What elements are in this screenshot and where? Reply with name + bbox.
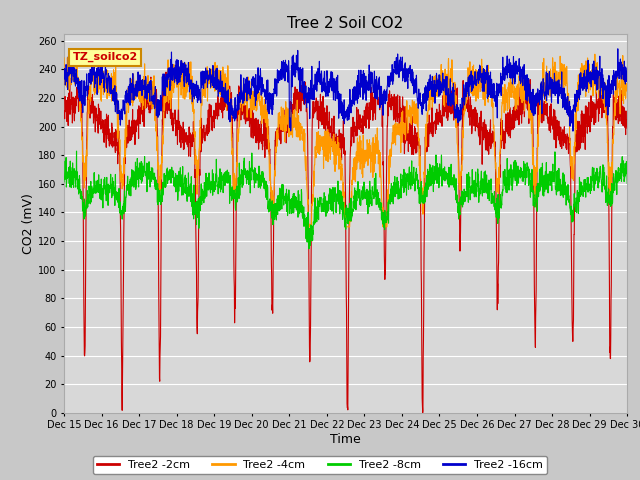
Tree2 -16cm <box>623 66 631 72</box>
Tree2 -16cm <box>217 86 225 92</box>
Text: TZ_soilco2: TZ_soilco2 <box>72 52 138 62</box>
Tree2 -16cm <box>614 46 621 52</box>
Y-axis label: CO2 (mV): CO2 (mV) <box>22 193 35 253</box>
Tree2 -2cm <box>374 97 382 103</box>
Tree2 -2cm <box>162 69 170 75</box>
Tree2 -8cm <box>73 148 81 154</box>
Tree2 -8cm <box>623 180 631 186</box>
Tree2 -8cm <box>589 172 597 178</box>
Tree2 -8cm <box>375 204 383 210</box>
Tree2 -4cm <box>218 88 225 94</box>
Legend: Tree2 -2cm, Tree2 -4cm, Tree2 -8cm, Tree2 -16cm: Tree2 -2cm, Tree2 -4cm, Tree2 -8cm, Tree… <box>93 456 547 474</box>
Tree2 -4cm <box>510 94 518 100</box>
Tree2 -2cm <box>419 410 426 416</box>
Tree2 -2cm <box>60 114 68 120</box>
Tree2 -16cm <box>589 75 597 81</box>
Tree2 -8cm <box>362 187 370 193</box>
Tree2 -2cm <box>574 119 582 124</box>
Tree2 -2cm <box>218 94 225 99</box>
Tree2 -2cm <box>510 115 518 121</box>
Line: Tree2 -4cm: Tree2 -4cm <box>64 49 627 227</box>
Tree2 -4cm <box>60 55 68 61</box>
X-axis label: Time: Time <box>330 433 361 446</box>
Tree2 -8cm <box>60 179 68 185</box>
Line: Tree2 -16cm: Tree2 -16cm <box>64 49 627 131</box>
Tree2 -4cm <box>305 224 313 229</box>
Tree2 -8cm <box>510 159 518 165</box>
Title: Tree 2 Soil CO2: Tree 2 Soil CO2 <box>287 16 404 31</box>
Tree2 -4cm <box>589 80 597 86</box>
Tree2 -8cm <box>305 246 313 252</box>
Tree2 -2cm <box>362 125 370 131</box>
Tree2 -16cm <box>509 73 517 79</box>
Tree2 -4cm <box>623 81 631 87</box>
Tree2 -16cm <box>374 80 382 86</box>
Tree2 -16cm <box>60 72 68 77</box>
Line: Tree2 -8cm: Tree2 -8cm <box>64 151 627 249</box>
Tree2 -2cm <box>623 126 631 132</box>
Line: Tree2 -2cm: Tree2 -2cm <box>64 72 627 413</box>
Tree2 -16cm <box>569 128 577 134</box>
Tree2 -8cm <box>574 192 582 197</box>
Tree2 -8cm <box>218 186 225 192</box>
Tree2 -4cm <box>362 149 370 155</box>
Tree2 -16cm <box>362 73 370 79</box>
Tree2 -4cm <box>574 80 582 85</box>
Tree2 -2cm <box>589 113 597 119</box>
Tree2 -4cm <box>375 155 383 160</box>
Tree2 -16cm <box>574 88 582 94</box>
Tree2 -4cm <box>72 47 80 52</box>
